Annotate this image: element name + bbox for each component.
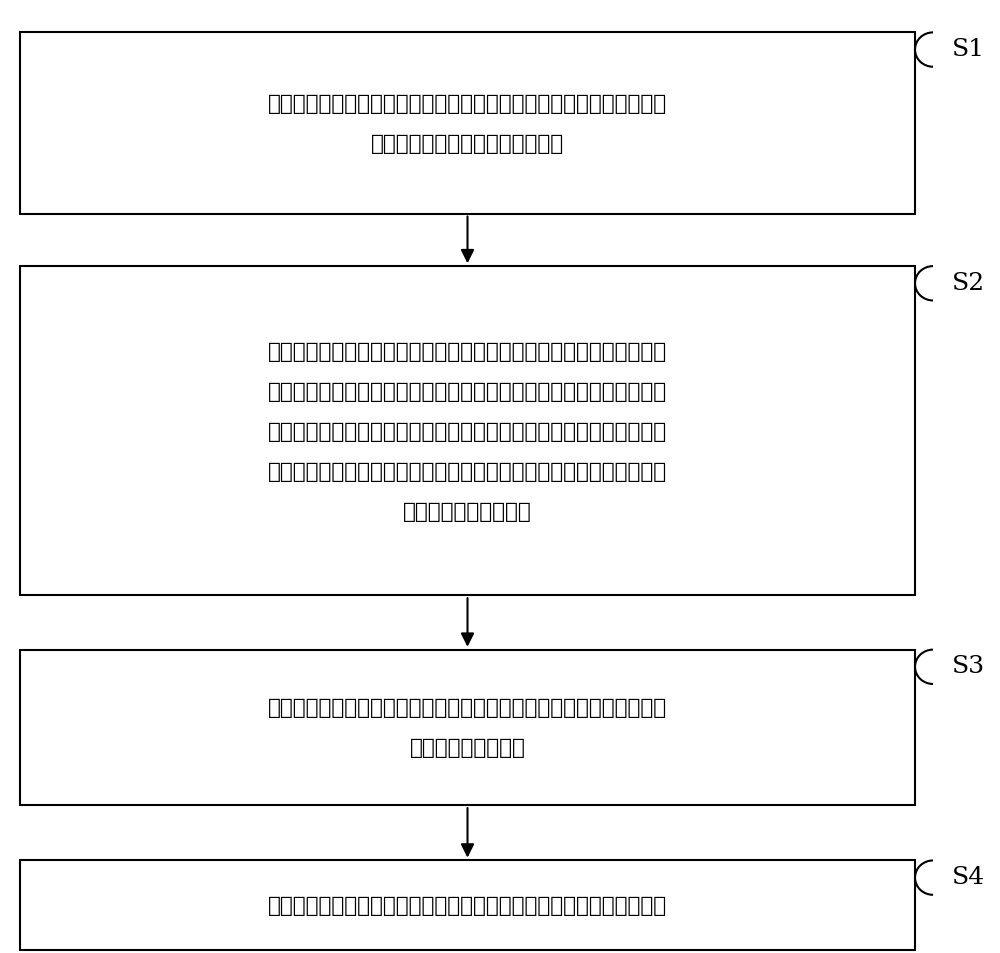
Text: 合约包括有马尔可夫模型和贝叶斯模型，以及模型竞争协议，所述模型: 合约包括有马尔可夫模型和贝叶斯模型，以及模型竞争协议，所述模型 [268,381,667,401]
Text: 设备的定位准确性概率: 设备的定位准确性概率 [403,501,532,521]
Text: 马尔可夫模型和贝叶斯模型，所述智能合约输出数控加工用的定位控制: 马尔可夫模型和贝叶斯模型，所述智能合约输出数控加工用的定位控制 [268,461,667,481]
Text: 际定位数据和自身设定的定位数据: 际定位数据和自身设定的定位数据 [371,134,564,153]
Text: S3: S3 [951,655,985,678]
Bar [20,267,915,596]
Text: 竞争协议用于根据当前数控加工用的定位控制设备的唯一标识择一运行: 竞争协议用于根据当前数控加工用的定位控制设备的唯一标识择一运行 [268,421,667,441]
Text: 将所述实际定位数据和自身设定的定位数据输入到智能合约，所述智能: 将所述实际定位数据和自身设定的定位数据输入到智能合约，所述智能 [268,341,667,361]
Text: 准确性概率进行共识: 准确性概率进行共识 [410,738,525,758]
Bar [20,650,915,805]
Text: S2: S2 [951,272,985,294]
Text: 将所述定位准确性概率发送至共识节点，以使所述共识节点对所述定位: 将所述定位准确性概率发送至共识节点，以使所述共识节点对所述定位 [268,698,667,718]
Bar [20,861,915,950]
Text: 若共识通过，则对所述数控加工用的定位控制设备进行定位准确性检测: 若共识通过，则对所述数控加工用的定位控制设备进行定位准确性检测 [268,896,667,915]
Text: S4: S4 [951,865,985,888]
Bar [20,33,915,214]
Text: S1: S1 [952,38,984,61]
Text: 区块链网络系统接收各节点装置上传的数控加工用的定位控制设备的实: 区块链网络系统接收各节点装置上传的数控加工用的定位控制设备的实 [268,94,667,113]
